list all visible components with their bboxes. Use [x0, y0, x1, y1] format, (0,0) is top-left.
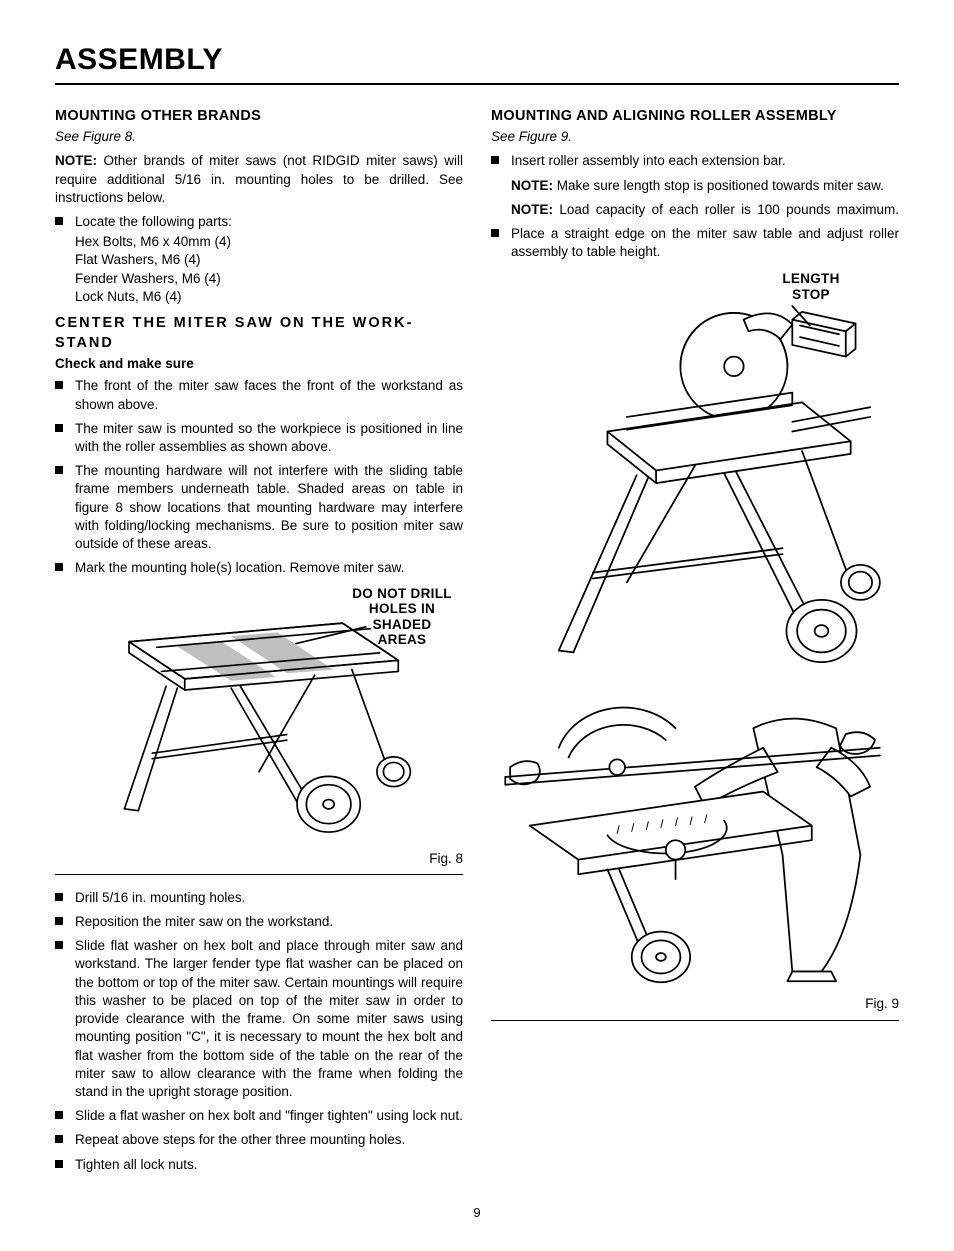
bullet-straight-edge: Place a straight edge on the miter saw t… — [491, 225, 899, 261]
right-column: MOUNTING AND ALIGNING ROLLER ASSEMBLY Se… — [491, 103, 899, 1180]
bullet-finger-tighten: Slide a flat washer on hex bolt and "fin… — [55, 1107, 463, 1125]
length-stop-l2: STOP — [771, 287, 851, 303]
figure-9-box: LENGTH STOP — [491, 271, 899, 1020]
note-other-brands: NOTE: Other brands of miter saws (not RI… — [55, 152, 463, 207]
bullet-drill: Drill 5/16 in. mounting holes. — [55, 889, 463, 907]
note-load-capacity: NOTE: Load capacity of each roller is 10… — [491, 201, 899, 219]
roller-bullets-1: Insert roller assembly into each extensi… — [491, 152, 899, 170]
check-make-sure-label: Check and make sure — [55, 355, 463, 373]
heading-center-miter-saw: CENTER THE MITER SAW ON THE WORK-STAND — [55, 314, 463, 353]
note-label-3: NOTE: — [511, 202, 553, 217]
length-stop-callout: LENGTH STOP — [771, 271, 851, 302]
bullet-repeat: Repeat above steps for the other three m… — [55, 1131, 463, 1149]
see-figure-8: See Figure 8. — [55, 128, 463, 146]
parts-list: Hex Bolts, M6 x 40mm (4) Flat Washers, M… — [55, 233, 463, 306]
figure-8-caption: Fig. 8 — [55, 850, 463, 868]
part-lock-nuts: Lock Nuts, M6 (4) — [75, 288, 463, 306]
fig8-callout: DO NOT DRILL HOLES IN SHADED AREAS — [347, 586, 457, 648]
roller-bullets-2: Place a straight edge on the miter saw t… — [491, 225, 899, 261]
see-figure-9: See Figure 9. — [491, 128, 899, 146]
figure-9-illustration — [491, 271, 899, 991]
note-body: Other brands of miter saws (not RIDGID m… — [55, 153, 463, 204]
fig8-callout-line3: SHADED AREAS — [347, 617, 457, 648]
locate-parts-intro: Locate the following parts: — [55, 213, 463, 231]
two-column-layout: MOUNTING OTHER BRANDS See Figure 8. NOTE… — [55, 103, 899, 1180]
part-flat-washers: Flat Washers, M6 (4) — [75, 251, 463, 269]
bullet-reposition: Reposition the miter saw on the workstan… — [55, 913, 463, 931]
bullet-tighten-all: Tighten all lock nuts. — [55, 1156, 463, 1174]
figure-8-box: DO NOT DRILL HOLES IN SHADED AREAS — [55, 586, 463, 875]
bullet-workpiece-inline: The miter saw is mounted so the workpiec… — [55, 420, 463, 456]
part-fender-washers: Fender Washers, M6 (4) — [75, 270, 463, 288]
page-title: ASSEMBLY — [55, 40, 899, 85]
bullet-insert-roller: Insert roller assembly into each extensi… — [491, 152, 899, 170]
left-column: MOUNTING OTHER BRANDS See Figure 8. NOTE… — [55, 103, 463, 1180]
fig8-callout-line2: HOLES IN — [347, 601, 457, 617]
locate-parts-list: Locate the following parts: — [55, 213, 463, 231]
bullet-slide-washer-long: Slide flat washer on hex bolt and place … — [55, 937, 463, 1101]
note-body-2: Make sure length stop is positioned towa… — [553, 178, 884, 193]
bullet-mark-holes: Mark the mounting hole(s) location. Remo… — [55, 559, 463, 577]
fig8-callout-line1: DO NOT DRILL — [347, 586, 457, 602]
figure-9-caption: Fig. 9 — [491, 995, 899, 1013]
bullet-hardware-interfere: The mounting hardware will not interfere… — [55, 462, 463, 553]
page-number: 9 — [55, 1204, 899, 1222]
note-body-3: Load capacity of each roller is 100 poun… — [553, 202, 899, 217]
part-hex-bolts: Hex Bolts, M6 x 40mm (4) — [75, 233, 463, 251]
length-stop-l1: LENGTH — [771, 271, 851, 287]
note-label-2: NOTE: — [511, 178, 553, 193]
note-length-stop: NOTE: Make sure length stop is positione… — [491, 177, 899, 195]
check-bullets: The front of the miter saw faces the fro… — [55, 377, 463, 577]
heading-mounting-other-brands: MOUNTING OTHER BRANDS — [55, 107, 463, 127]
heading-mounting-aligning-roller: MOUNTING AND ALIGNING ROLLER ASSEMBLY — [491, 107, 899, 127]
note-label: NOTE: — [55, 153, 97, 168]
assembly-steps: Drill 5/16 in. mounting holes. Repositio… — [55, 889, 463, 1174]
bullet-front-faces: The front of the miter saw faces the fro… — [55, 377, 463, 413]
